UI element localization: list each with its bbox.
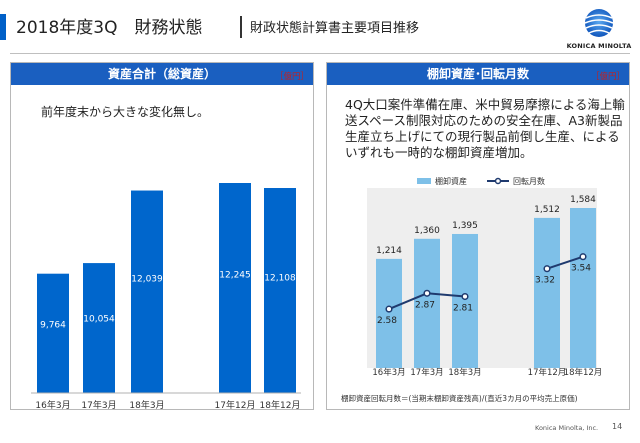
- inventory-panel: 棚卸資産･回転月数 ［億円］ 4Q大口案件準備在庫、米中貿易摩擦による海上輸送ス…: [326, 62, 630, 410]
- inventory-x-tick: 17年12月: [528, 367, 567, 378]
- turnover-point: [579, 253, 587, 261]
- total-assets-panel-header: 資産合計（総資産） ［億円］: [11, 63, 313, 85]
- total-assets-bar-label: 10,054: [83, 315, 115, 325]
- total-assets-unit: ［億円］: [274, 72, 309, 82]
- inventory-chart: 棚卸資産 回転月数 1,214 16年3月 1,360 17年3月 1,395 18年3月 1,…: [367, 176, 603, 378]
- inventory-bar: [452, 233, 478, 368]
- turnover-point: [423, 289, 431, 297]
- inventory-panel-header: 棚卸資産･回転月数 ［億円］: [327, 63, 629, 85]
- turnover-label: 3.54: [571, 264, 591, 274]
- footer-company: Konica Minolta, Inc.: [535, 424, 599, 432]
- legend-line-label: 回転月数: [513, 176, 545, 186]
- turnover-point: [461, 292, 469, 301]
- turnover-label: 3.32: [535, 276, 555, 286]
- turnover-formula: 棚卸資産回転月数＝(当期末棚卸資産残高)/(直近3カ月の平均売上原価): [341, 394, 578, 403]
- total-assets-bar: [37, 273, 69, 393]
- logo-text: KONICA MINOLTA: [566, 42, 632, 50]
- inventory-x-tick: 18年12月: [564, 367, 603, 378]
- total-assets-x-tick: 18年12月: [260, 399, 301, 411]
- inventory-bar-label: 1,360: [414, 226, 440, 236]
- legend-line-marker: [494, 177, 502, 185]
- total-assets-note: 前年度末から大きな変化無し。: [41, 105, 210, 119]
- inventory-title: 棚卸資産･回転月数: [426, 67, 529, 81]
- turnover-point: [385, 305, 393, 313]
- total-assets-bar-label: 12,245: [219, 271, 251, 281]
- page-title: 2018年度3Q 財務状態: [16, 18, 203, 38]
- total-assets-bar: [83, 263, 115, 393]
- inventory-bar-label: 1,584: [570, 195, 596, 205]
- total-assets-bar: [264, 188, 296, 393]
- inventory-bar: [570, 208, 596, 368]
- total-assets-bar: [131, 190, 163, 393]
- header-divider: [10, 53, 630, 54]
- total-assets-panel: 資産合計（総資産） ［億円］ 前年度末から大きな変化無し。 9,764 16年3月…: [10, 62, 314, 411]
- page-number: 14: [612, 422, 623, 431]
- total-assets-x-tick: 17年12月: [215, 399, 256, 411]
- total-assets-bar-label: 12,039: [131, 275, 163, 285]
- total-assets-bar-label: 12,108: [264, 273, 296, 283]
- total-assets-x-tick: 17年3月: [81, 399, 116, 411]
- title-accent-bar: [0, 14, 6, 40]
- turnover-label: 2.81: [453, 304, 473, 314]
- total-assets-bar: [219, 183, 251, 393]
- inventory-bar-label: 1,214: [376, 246, 402, 256]
- turnover-line: [546, 255, 584, 270]
- total-assets-bar-label: 9,764: [40, 320, 66, 330]
- inventory-x-tick: 16年3月: [372, 367, 405, 378]
- inventory-bar: [534, 217, 560, 368]
- turnover-label: 2.87: [415, 300, 435, 310]
- legend-bar-swatch: [417, 178, 431, 184]
- inventory-unit: ［億円］: [590, 72, 625, 82]
- inventory-bar-label: 1,395: [452, 221, 478, 231]
- turnover-label: 2.58: [377, 316, 397, 326]
- inventory-bar: [414, 238, 440, 368]
- total-assets-chart: 9,764 16年3月 10,054 17年3月 12,039 18年3月 12,245 17…: [31, 183, 301, 411]
- legend-bar-label: 棚卸資産: [435, 176, 467, 186]
- total-assets-x-tick: 18年3月: [129, 399, 164, 411]
- inventory-bar-label: 1,512: [534, 205, 560, 215]
- turnover-point: [543, 265, 551, 273]
- inventory-x-tick: 18年3月: [448, 367, 481, 378]
- total-assets-x-tick: 16年3月: [35, 399, 70, 411]
- page-subtitle: 財政状態計算書主要項目推移: [250, 21, 420, 36]
- inventory-note: 4Q大口案件準備在庫、米中貿易摩擦による海上輸送スペース制限対応のための安全在庫…: [345, 97, 625, 160]
- title-separator: [240, 16, 242, 38]
- konica-minolta-logo-icon: [584, 9, 614, 37]
- inventory-x-tick: 17年3月: [410, 367, 443, 378]
- inventory-bar: [376, 258, 402, 368]
- total-assets-title: 資産合計（総資産）: [107, 67, 216, 81]
